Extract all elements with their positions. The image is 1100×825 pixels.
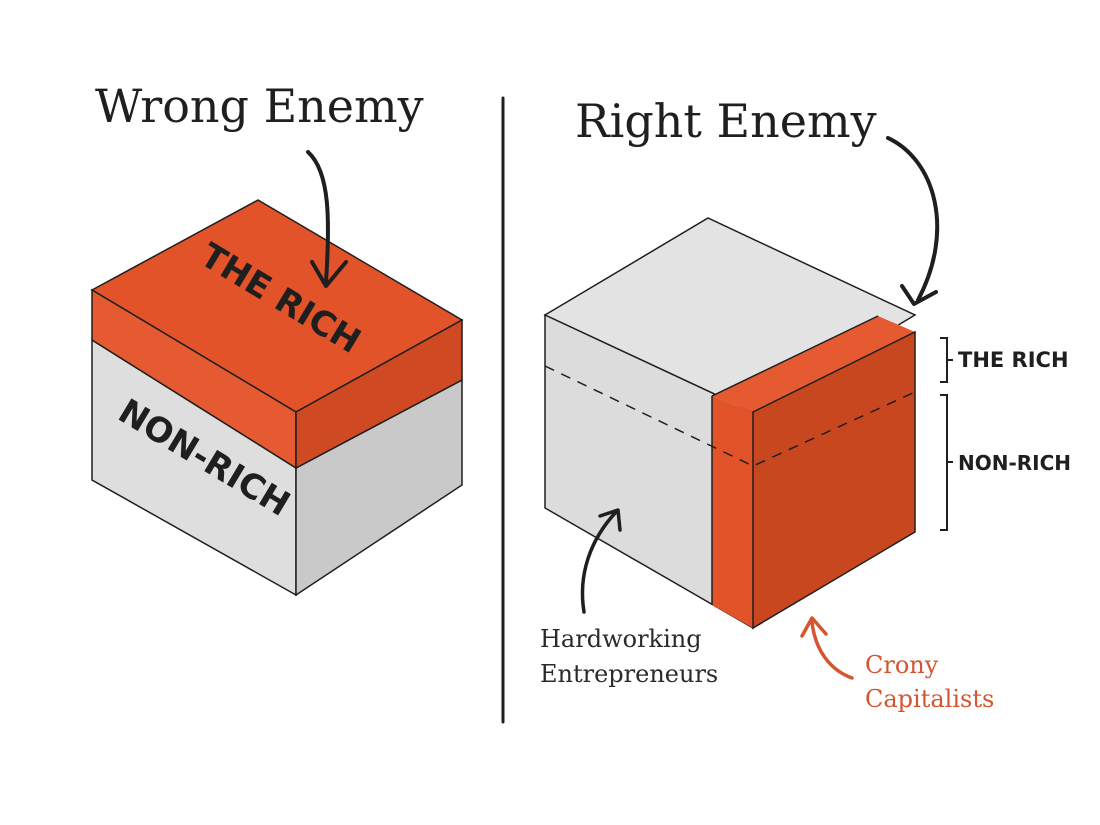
left-box-top-right-band [295,318,463,470]
bracket-bottom-icon [940,394,953,531]
right-box-right-face [752,330,916,630]
left-arrow-icon [306,150,330,284]
entrepreneurs-arrowhead-icon [598,508,622,532]
right-box-top-orange-strip [712,316,915,412]
right-title: Right Enemy [575,94,877,148]
crony-arrowhead-icon [800,616,828,638]
left-arrowhead-icon [310,260,348,288]
right-arrow-icon [886,136,940,302]
caption-entrepreneurs-line2: Entrepreneurs [540,660,718,688]
bracket-top-icon [940,337,953,383]
bracket-bottom-label: NON-RICH [958,451,1071,475]
right-arrowhead-icon [900,284,938,306]
right-box-edge [711,315,879,397]
right-box-dashed-line [544,365,916,467]
crony-arrow-icon [810,620,854,680]
caption-crony-line2: Capitalists [865,685,994,713]
bracket-top-label: THE RICH [958,348,1069,372]
caption-entrepreneurs-line1: Hardworking [540,625,702,653]
entrepreneurs-arrow-icon [580,510,618,614]
left-title: Wrong Enemy [95,79,424,133]
caption-crony-line1: Crony [865,651,939,679]
right-box-front-orange-strip [712,396,753,628]
